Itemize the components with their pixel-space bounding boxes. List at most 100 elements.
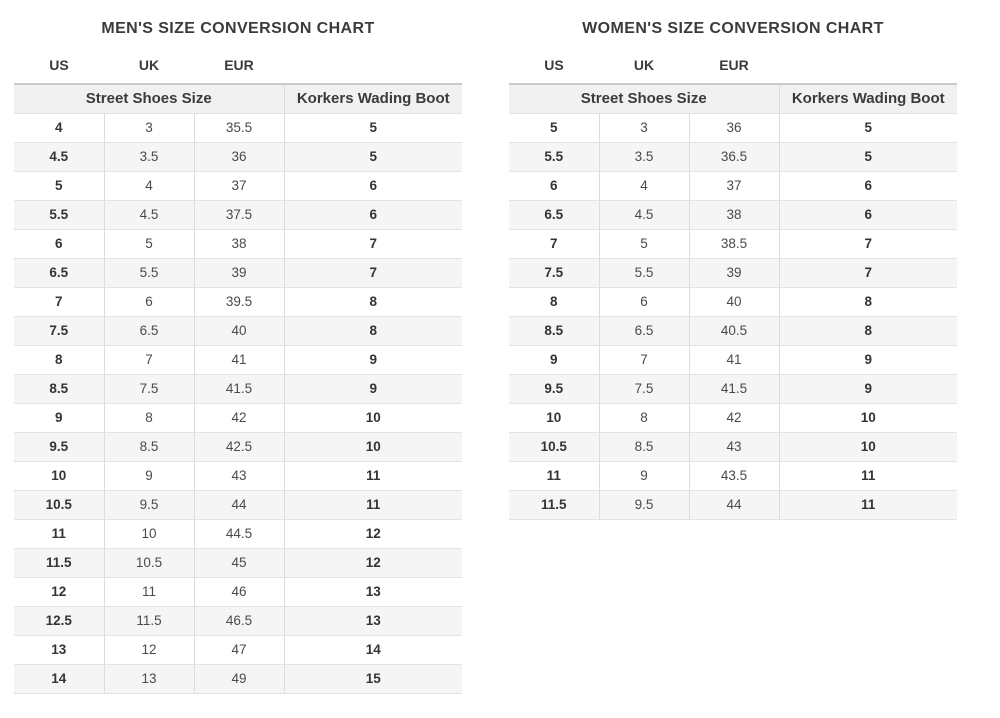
cell-us: 6 xyxy=(14,229,104,259)
cell-eur: 41 xyxy=(193,345,284,375)
table-row: 6.5 4.5 38 6 xyxy=(509,200,957,230)
cell-uk: 6.5 xyxy=(103,316,194,346)
cell-uk: 8.5 xyxy=(103,432,194,462)
table-row: 7 6 39.5 8 xyxy=(14,287,462,317)
womens-region-label-us: US xyxy=(509,51,599,84)
cell-eur: 49 xyxy=(193,664,284,694)
table-row: 10.5 9.5 44 11 xyxy=(14,490,462,520)
table-row: 9 7 41 9 xyxy=(509,345,957,375)
cell-us: 5.5 xyxy=(509,142,599,172)
mens-region-label-us: US xyxy=(14,51,104,84)
cell-boot: 5 xyxy=(778,113,957,143)
table-row: 11.5 9.5 44 11 xyxy=(509,490,957,520)
cell-us: 7.5 xyxy=(14,316,104,346)
cell-boot: 6 xyxy=(283,171,462,201)
cell-us: 14 xyxy=(14,664,104,694)
cell-uk: 4.5 xyxy=(103,200,194,230)
cell-uk: 5.5 xyxy=(103,258,194,288)
mens-group-header-row: Street Shoes Size Korkers Wading Boot xyxy=(14,83,462,114)
cell-eur: 38 xyxy=(193,229,284,259)
cell-eur: 44.5 xyxy=(193,519,284,549)
table-row: 11.5 10.5 45 12 xyxy=(14,548,462,578)
cell-uk: 6 xyxy=(103,287,194,317)
cell-us: 9.5 xyxy=(14,432,104,462)
cell-us: 12 xyxy=(14,577,104,607)
cell-us: 10.5 xyxy=(509,432,599,462)
cell-eur: 37.5 xyxy=(193,200,284,230)
mens-street-shoes-header: Street Shoes Size xyxy=(14,83,284,114)
cell-boot: 8 xyxy=(778,316,957,346)
cell-boot: 11 xyxy=(283,461,462,491)
cell-eur: 47 xyxy=(193,635,284,665)
table-row: 5.5 3.5 36.5 5 xyxy=(509,142,957,172)
cell-us: 4.5 xyxy=(14,142,104,172)
cell-uk: 7.5 xyxy=(103,374,194,404)
cell-eur: 41 xyxy=(688,345,779,375)
cell-boot: 9 xyxy=(778,374,957,404)
cell-eur: 38 xyxy=(688,200,779,230)
cell-boot: 11 xyxy=(283,490,462,520)
cell-eur: 42.5 xyxy=(193,432,284,462)
cell-uk: 3.5 xyxy=(598,142,689,172)
womens-region-label-uk: UK xyxy=(599,51,689,84)
cell-boot: 9 xyxy=(283,374,462,404)
cell-boot: 10 xyxy=(283,403,462,433)
table-row: 9.5 8.5 42.5 10 xyxy=(14,432,462,462)
cell-eur: 37 xyxy=(688,171,779,201)
cell-boot: 8 xyxy=(778,287,957,317)
table-row: 5.5 4.5 37.5 6 xyxy=(14,200,462,230)
cell-uk: 4.5 xyxy=(598,200,689,230)
table-row: 5 3 36 5 xyxy=(509,113,957,143)
cell-us: 12.5 xyxy=(14,606,104,636)
table-row: 8 7 41 9 xyxy=(14,345,462,375)
cell-us: 11 xyxy=(14,519,104,549)
cell-uk: 9.5 xyxy=(103,490,194,520)
mens-region-label-eur: EUR xyxy=(194,51,284,84)
table-row: 4 3 35.5 5 xyxy=(14,113,462,143)
cell-eur: 41.5 xyxy=(688,374,779,404)
table-row: 7 5 38.5 7 xyxy=(509,229,957,259)
cell-eur: 40.5 xyxy=(688,316,779,346)
womens-chart-title: WOMEN'S SIZE CONVERSION CHART xyxy=(582,20,884,37)
table-row: 9 8 42 10 xyxy=(14,403,462,433)
mens-region-label-uk: UK xyxy=(104,51,194,84)
cell-us: 11 xyxy=(509,461,599,491)
cell-uk: 5.5 xyxy=(598,258,689,288)
cell-us: 7.5 xyxy=(509,258,599,288)
cell-us: 8.5 xyxy=(509,316,599,346)
cell-eur: 42 xyxy=(688,403,779,433)
cell-boot: 6 xyxy=(283,200,462,230)
cell-eur: 41.5 xyxy=(193,374,284,404)
cell-us: 6.5 xyxy=(14,258,104,288)
table-row: 8.5 6.5 40.5 8 xyxy=(509,316,957,346)
cell-uk: 11 xyxy=(103,577,194,607)
mens-size-table: US UK EUR Street Shoes Size Korkers Wadi… xyxy=(14,51,462,694)
table-row: 13 12 47 14 xyxy=(14,635,462,665)
cell-eur: 35.5 xyxy=(193,113,284,143)
cell-eur: 39 xyxy=(688,258,779,288)
cell-us: 11.5 xyxy=(14,548,104,578)
cell-eur: 37 xyxy=(193,171,284,201)
cell-uk: 7 xyxy=(103,345,194,375)
cell-uk: 3.5 xyxy=(103,142,194,172)
cell-eur: 40 xyxy=(193,316,284,346)
cell-uk: 4 xyxy=(598,171,689,201)
cell-uk: 5 xyxy=(598,229,689,259)
cell-uk: 3 xyxy=(103,113,194,143)
mens-region-label-spacer xyxy=(284,51,462,84)
table-row: 10 9 43 11 xyxy=(14,461,462,491)
cell-eur: 43.5 xyxy=(688,461,779,491)
cell-boot: 14 xyxy=(283,635,462,665)
cell-uk: 6.5 xyxy=(598,316,689,346)
cell-boot: 7 xyxy=(283,258,462,288)
cell-eur: 40 xyxy=(688,287,779,317)
table-row: 4.5 3.5 36 5 xyxy=(14,142,462,172)
table-row: 10 8 42 10 xyxy=(509,403,957,433)
cell-us: 7 xyxy=(509,229,599,259)
cell-us: 10 xyxy=(14,461,104,491)
table-row: 11 9 43.5 11 xyxy=(509,461,957,491)
cell-us: 13 xyxy=(14,635,104,665)
cell-eur: 43 xyxy=(193,461,284,491)
womens-region-label-spacer xyxy=(779,51,957,84)
